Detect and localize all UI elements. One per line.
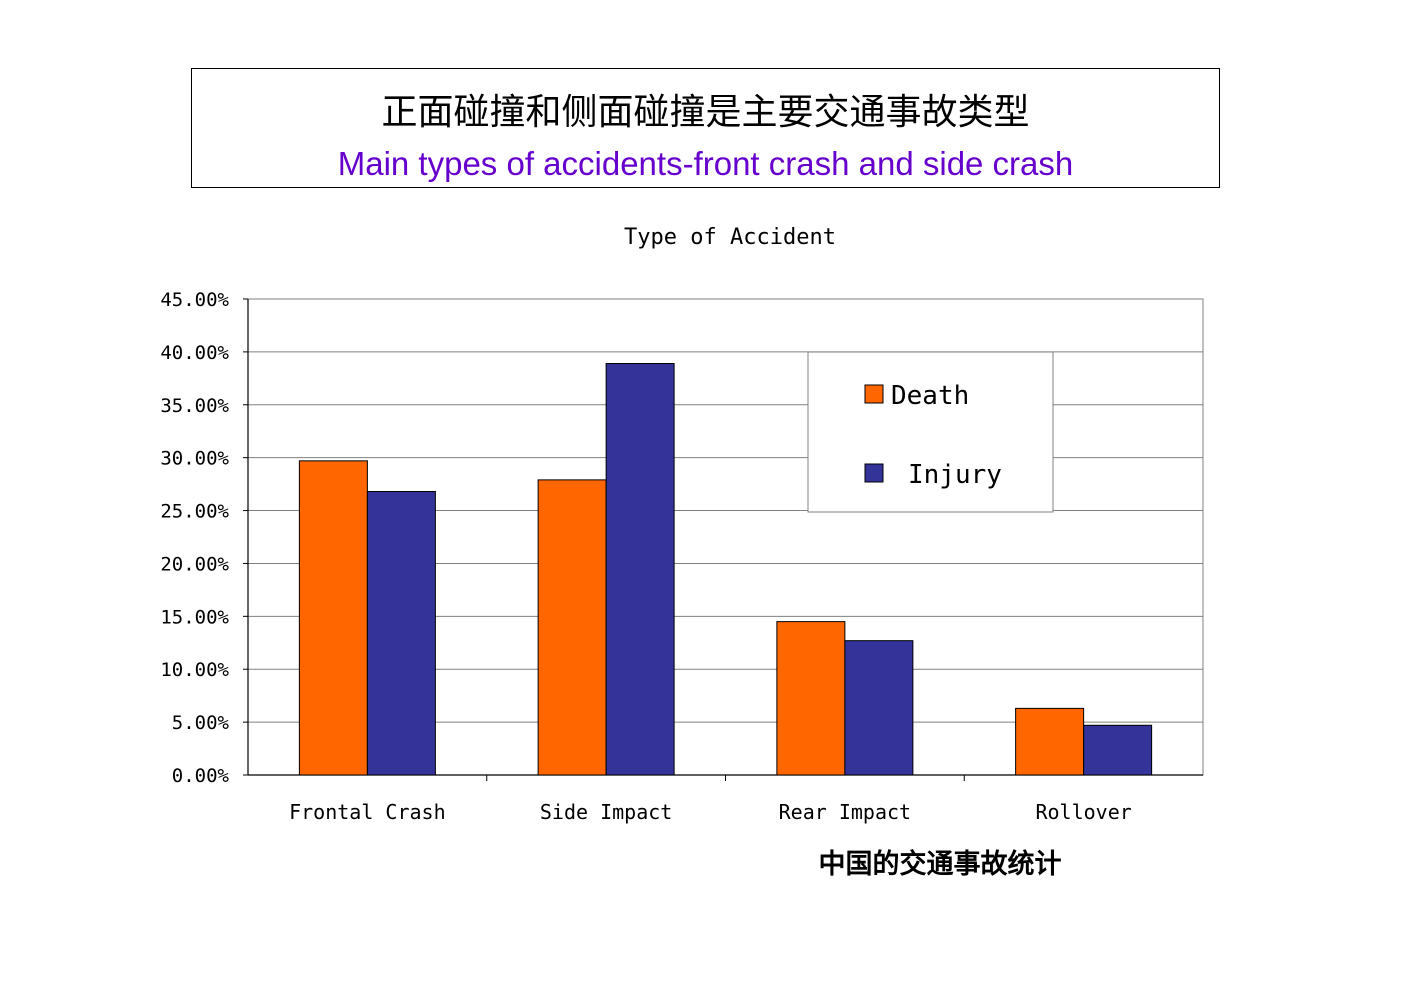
x-category-label: Rear Impact — [779, 800, 911, 824]
page-title-chinese: 正面碰撞和侧面碰撞是主要交通事故类型 — [381, 92, 1030, 133]
bar-death-3 — [1015, 707, 1085, 776]
y-tick-label: 10.00% — [160, 659, 229, 681]
x-category-label: Rollover — [1035, 800, 1131, 824]
bar-death-1 — [537, 479, 607, 776]
chart-title: Type of Accident — [624, 225, 836, 250]
y-tick-label: 20.00% — [160, 553, 229, 575]
x-category-label: Side Impact — [540, 800, 672, 824]
bar-injury-0 — [366, 491, 436, 776]
y-tick-label: 45.00% — [160, 289, 229, 311]
y-tick-label: 35.00% — [160, 395, 229, 417]
bar-death-2 — [776, 621, 846, 776]
y-tick-label: 5.00% — [172, 712, 230, 734]
y-tick-label: 25.00% — [160, 501, 229, 523]
y-tick-label: 0.00% — [172, 765, 230, 787]
legend-label-death: Death — [891, 381, 969, 411]
footnote-caption: 中国的交通事故统计 — [818, 849, 1062, 880]
y-tick-label: 15.00% — [160, 606, 229, 628]
page-title-english: Main types of accidents-front crash and … — [337, 145, 1074, 182]
bar-injury-3 — [1083, 724, 1153, 776]
legend-swatch-death — [864, 384, 884, 404]
bar-death-0 — [298, 460, 368, 776]
y-tick-label: 30.00% — [160, 448, 229, 470]
legend-box — [807, 351, 1054, 513]
y-tick-label: 40.00% — [160, 342, 229, 364]
legend-label-injury: Injury — [908, 460, 1002, 490]
bar-injury-1 — [605, 363, 675, 776]
x-category-label: Frontal Crash — [289, 800, 446, 824]
legend-swatch-injury — [864, 463, 884, 483]
bar-injury-2 — [844, 640, 914, 776]
title-box: 正面碰撞和侧面碰撞是主要交通事故类型 Main types of acciden… — [191, 68, 1220, 188]
